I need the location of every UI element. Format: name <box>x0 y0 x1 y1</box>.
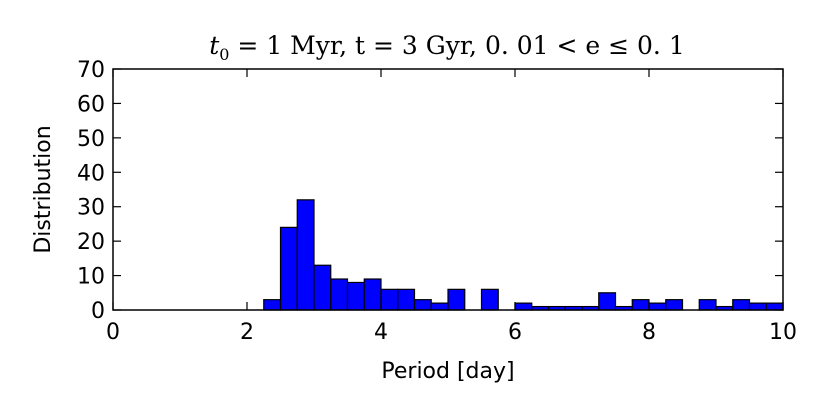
histogram-bar <box>330 278 349 311</box>
y-tick-label: 10 <box>77 265 105 290</box>
x-tick-label: 10 <box>769 320 797 345</box>
histogram-bar <box>514 302 533 311</box>
y-tick-label: 70 <box>77 58 105 83</box>
histogram-bar <box>279 226 298 311</box>
y-tick-label: 60 <box>77 92 105 117</box>
x-tick-label: 2 <box>240 320 254 345</box>
histogram-bar <box>313 264 332 311</box>
histogram-bar <box>748 302 767 311</box>
y-tick-label: 0 <box>91 299 105 324</box>
histogram-bar <box>598 292 617 311</box>
axis-ticks: 0 2 4 6 8 10 0 10 20 30 40 50 60 70 <box>77 58 797 345</box>
y-tick-label: 20 <box>77 230 105 255</box>
x-tick-label: 6 <box>508 320 522 345</box>
y-tick-label: 40 <box>77 161 105 186</box>
histogram-bar <box>631 299 650 311</box>
histogram-bar <box>665 299 684 311</box>
plot-frame <box>112 68 784 311</box>
histogram-bar <box>430 302 449 311</box>
x-tick-label: 4 <box>374 320 388 345</box>
y-axis-label: Distribution <box>31 125 56 253</box>
histogram-bar <box>447 288 466 311</box>
histogram-bar <box>765 302 784 311</box>
y-tick-label: 50 <box>77 127 105 152</box>
histogram-bar <box>732 299 751 311</box>
y-tick-label: 30 <box>77 196 105 221</box>
histogram-bar <box>380 288 399 311</box>
histogram-bar <box>296 199 315 311</box>
x-axis-label: Period [day] <box>381 359 514 384</box>
histogram-bar <box>480 288 499 311</box>
histogram-bar <box>397 288 416 311</box>
histogram-bar <box>346 281 365 311</box>
histogram-bar <box>413 299 432 311</box>
chart-title: t0 = 1 Myr, t = 3 Gyr, 0. 01 < e ≤ 0. 1 <box>209 31 684 64</box>
x-tick-label: 8 <box>642 320 656 345</box>
histogram-bar <box>363 278 382 311</box>
x-tick-label: 0 <box>106 320 120 345</box>
histogram-bar <box>648 302 667 311</box>
histogram-bars <box>263 199 784 311</box>
histogram-bar <box>698 299 717 311</box>
histogram-bar <box>263 299 282 311</box>
